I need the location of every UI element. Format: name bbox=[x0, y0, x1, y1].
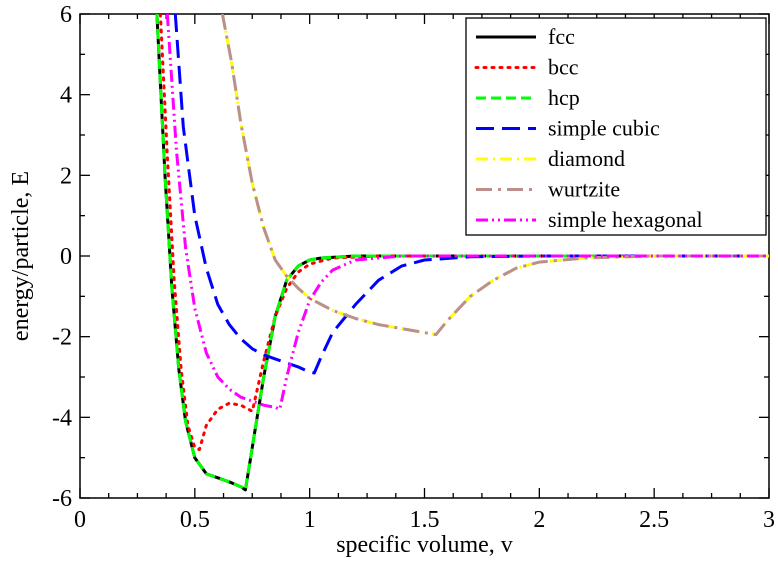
x-tick-label: 0.5 bbox=[180, 507, 210, 533]
legend-box bbox=[465, 17, 767, 236]
legend-label-simple-cubic: simple cubic bbox=[548, 116, 660, 141]
x-axis-title: specific volume, v bbox=[336, 532, 513, 558]
series-layer bbox=[155, 14, 769, 492]
x-tick-label: 2.5 bbox=[639, 507, 669, 533]
y-axis-title: energy/particle, E bbox=[8, 171, 34, 341]
x-tick-label: 1.5 bbox=[410, 507, 440, 533]
y-tick-label: -4 bbox=[52, 405, 72, 431]
y-tick-label: -2 bbox=[52, 325, 72, 351]
legend-label-fcc: fcc bbox=[548, 24, 575, 49]
legend-label-diamond: diamond bbox=[548, 146, 625, 171]
series-line-simple-cubic bbox=[173, 14, 769, 375]
series-line-simple-hexagonal bbox=[165, 14, 769, 411]
series-line-hcp bbox=[155, 14, 769, 492]
y-tick-label: 4 bbox=[60, 83, 72, 109]
legend-label-simple-hexagonal: simple hexagonal bbox=[548, 207, 703, 232]
y-tick-label: 6 bbox=[60, 2, 72, 28]
x-tick-label: 3 bbox=[763, 507, 775, 533]
y-tick-label: 2 bbox=[60, 163, 72, 189]
legend-label-wurtzite: wurtzite bbox=[548, 177, 620, 202]
axis-tick-labels: 0 0.5 1 1.5 2 2.5 3 -6 -4 -2 0 2 4 6 bbox=[52, 2, 775, 533]
series-line-wurtzite bbox=[220, 14, 769, 337]
y-tick-label: 0 bbox=[60, 244, 72, 270]
x-tick-label: 1 bbox=[304, 507, 316, 533]
legend-label-bcc: bcc bbox=[548, 55, 579, 80]
x-tick-label: 0 bbox=[74, 507, 86, 533]
y-tick-label: -6 bbox=[52, 486, 72, 512]
x-tick-label: 2 bbox=[533, 507, 545, 533]
series-line-bcc bbox=[158, 14, 769, 452]
legend-label-hcp: hcp bbox=[548, 85, 580, 110]
legend: fcc bcc hcp simple cubic diamond wurtzite simp… bbox=[465, 17, 767, 236]
